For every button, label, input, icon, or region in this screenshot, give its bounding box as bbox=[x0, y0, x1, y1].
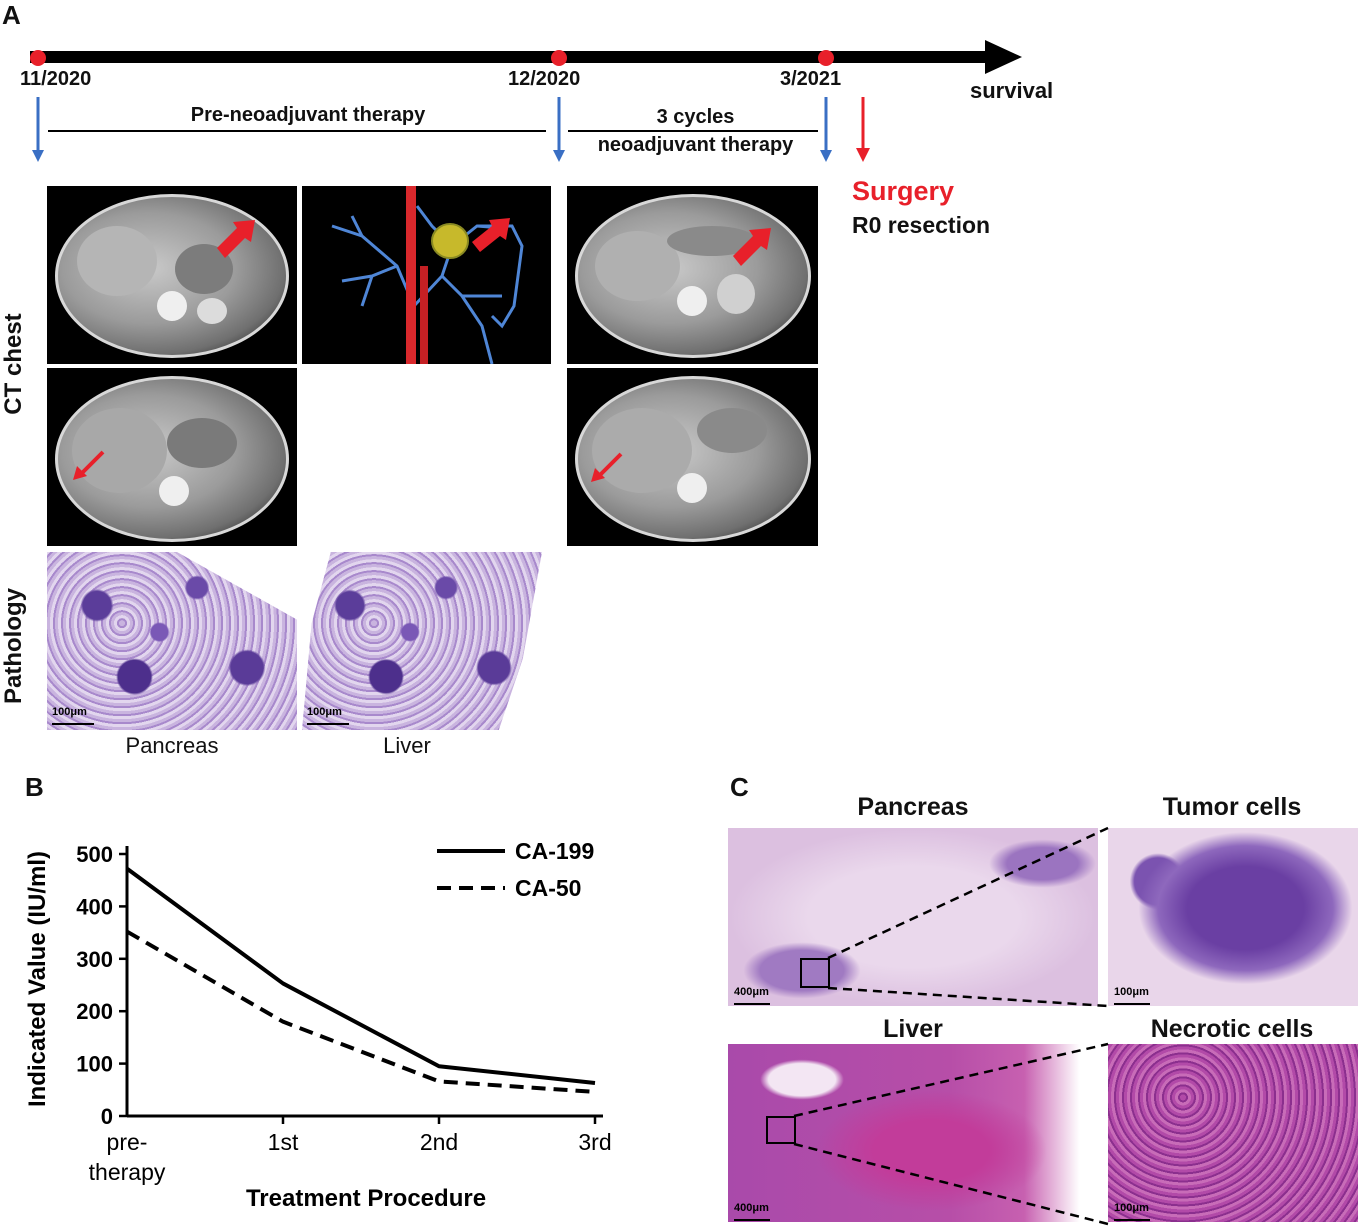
y-tick-label: 300 bbox=[76, 947, 113, 972]
x-tick-label: 2nd bbox=[420, 1129, 458, 1155]
panel-c-letter: C bbox=[730, 772, 749, 802]
legend-label: CA-50 bbox=[515, 875, 581, 901]
x-tick-label: therapy bbox=[89, 1159, 166, 1185]
panel-c-title-pancreas: Pancreas bbox=[857, 793, 969, 821]
timeline-dot-1 bbox=[30, 50, 46, 66]
timeline-date-3: 3/2021 bbox=[780, 68, 842, 90]
zoom-box bbox=[800, 958, 830, 988]
panel-b-letter: B bbox=[25, 772, 44, 802]
timeline-date-2: 12/2020 bbox=[508, 68, 581, 90]
scale-bar bbox=[1114, 1219, 1150, 1221]
ct-image-pre-pancreas bbox=[47, 186, 297, 364]
phase1-label: Pre-neoadjuvant therapy bbox=[190, 104, 426, 126]
he-liver-low-mag bbox=[728, 1044, 1098, 1222]
scale-bar bbox=[734, 1219, 770, 1221]
phase2-label-line2: neoadjuvant therapy bbox=[597, 134, 794, 156]
x-tick-label: 1st bbox=[268, 1129, 299, 1155]
scale-bar bbox=[1114, 1003, 1150, 1005]
ct-row-label: CT chest bbox=[0, 313, 27, 415]
red-arrow-icon bbox=[73, 466, 87, 480]
surgery-label: Surgery bbox=[852, 176, 955, 206]
pathology-pancreas-image bbox=[47, 552, 297, 730]
ct-image-post-pancreas bbox=[567, 186, 818, 364]
vascular-3d-reconstruction bbox=[302, 186, 551, 364]
panel-c-title-necrotic: Necrotic cells bbox=[1150, 1015, 1314, 1043]
scale-bar bbox=[734, 1003, 770, 1005]
scale-label: 400μm bbox=[734, 986, 769, 998]
panel-a-letter: A bbox=[2, 0, 21, 30]
y-axis-label: Indicated Value (IU/ml) bbox=[24, 851, 51, 1107]
series-line-ca-50 bbox=[125, 929, 596, 1094]
y-tick-label: 100 bbox=[76, 1052, 113, 1077]
scale-bar bbox=[307, 723, 349, 725]
y-tick-label: 400 bbox=[76, 894, 113, 919]
panel-c-title-liver: Liver bbox=[883, 1015, 943, 1043]
pathology-liver-scale: 100μm bbox=[307, 706, 342, 718]
chart-axes: 0 100 200 300 400 500 pre-therapy 1st 2nd 3rd Indi… bbox=[24, 842, 612, 1212]
r0-resection-label: R0 resection bbox=[852, 212, 991, 238]
x-axis-label: Treatment Procedure bbox=[246, 1185, 486, 1212]
ct-image-pre-liver bbox=[47, 368, 297, 546]
scale-label: 100μm bbox=[1114, 1202, 1149, 1214]
chart-series bbox=[125, 867, 596, 1094]
vessel-tree-icon bbox=[331, 186, 524, 364]
red-arrow-icon bbox=[591, 468, 605, 482]
line-chart: 0 100 200 300 400 500 pre-therapy 1st 2nd 3rd Indi… bbox=[24, 838, 612, 1212]
timeline-dot-2 bbox=[551, 50, 567, 66]
timeline-arrowhead bbox=[985, 40, 1022, 74]
timeline-end-label: survival bbox=[970, 78, 1054, 103]
chart-legend: CA-199 CA-50 bbox=[437, 838, 594, 901]
phase2-label-line1: 3 cycles bbox=[656, 106, 735, 128]
panel-c-title-tumor: Tumor cells bbox=[1162, 793, 1302, 821]
pathology-row-label: Pathology bbox=[0, 588, 27, 705]
timeline-dot-3 bbox=[818, 50, 834, 66]
red-arrow-icon bbox=[217, 220, 255, 258]
legend-label: CA-199 bbox=[515, 838, 594, 864]
y-tick-label: 0 bbox=[101, 1104, 113, 1129]
pathology-pancreas-caption: Pancreas bbox=[125, 733, 219, 758]
scale-label: 400μm bbox=[734, 1202, 769, 1214]
y-tick-label: 500 bbox=[76, 842, 113, 867]
he-necrotic-cells bbox=[1108, 1044, 1358, 1222]
ct-image-post-liver bbox=[567, 368, 818, 546]
pathology-liver-caption: Liver bbox=[383, 733, 431, 758]
timeline bbox=[30, 40, 1022, 162]
red-arrow-icon bbox=[733, 228, 771, 266]
he-tumor-cells bbox=[1108, 828, 1358, 1006]
he-pancreas-low-mag bbox=[728, 828, 1098, 1006]
pathology-pancreas-scale: 100μm bbox=[52, 706, 87, 718]
series-line-ca-199 bbox=[125, 867, 596, 1085]
zoom-lines bbox=[793, 826, 1109, 1226]
zoom-box bbox=[766, 1116, 796, 1144]
x-tick-label: 3rd bbox=[578, 1129, 611, 1155]
scale-bar bbox=[52, 723, 94, 725]
pathology-liver-image bbox=[302, 552, 542, 730]
timeline-date-1: 11/2020 bbox=[20, 68, 92, 90]
x-tick-label: pre- bbox=[107, 1129, 148, 1155]
scale-label: 100μm bbox=[1114, 986, 1149, 998]
y-tick-label: 200 bbox=[76, 999, 113, 1024]
